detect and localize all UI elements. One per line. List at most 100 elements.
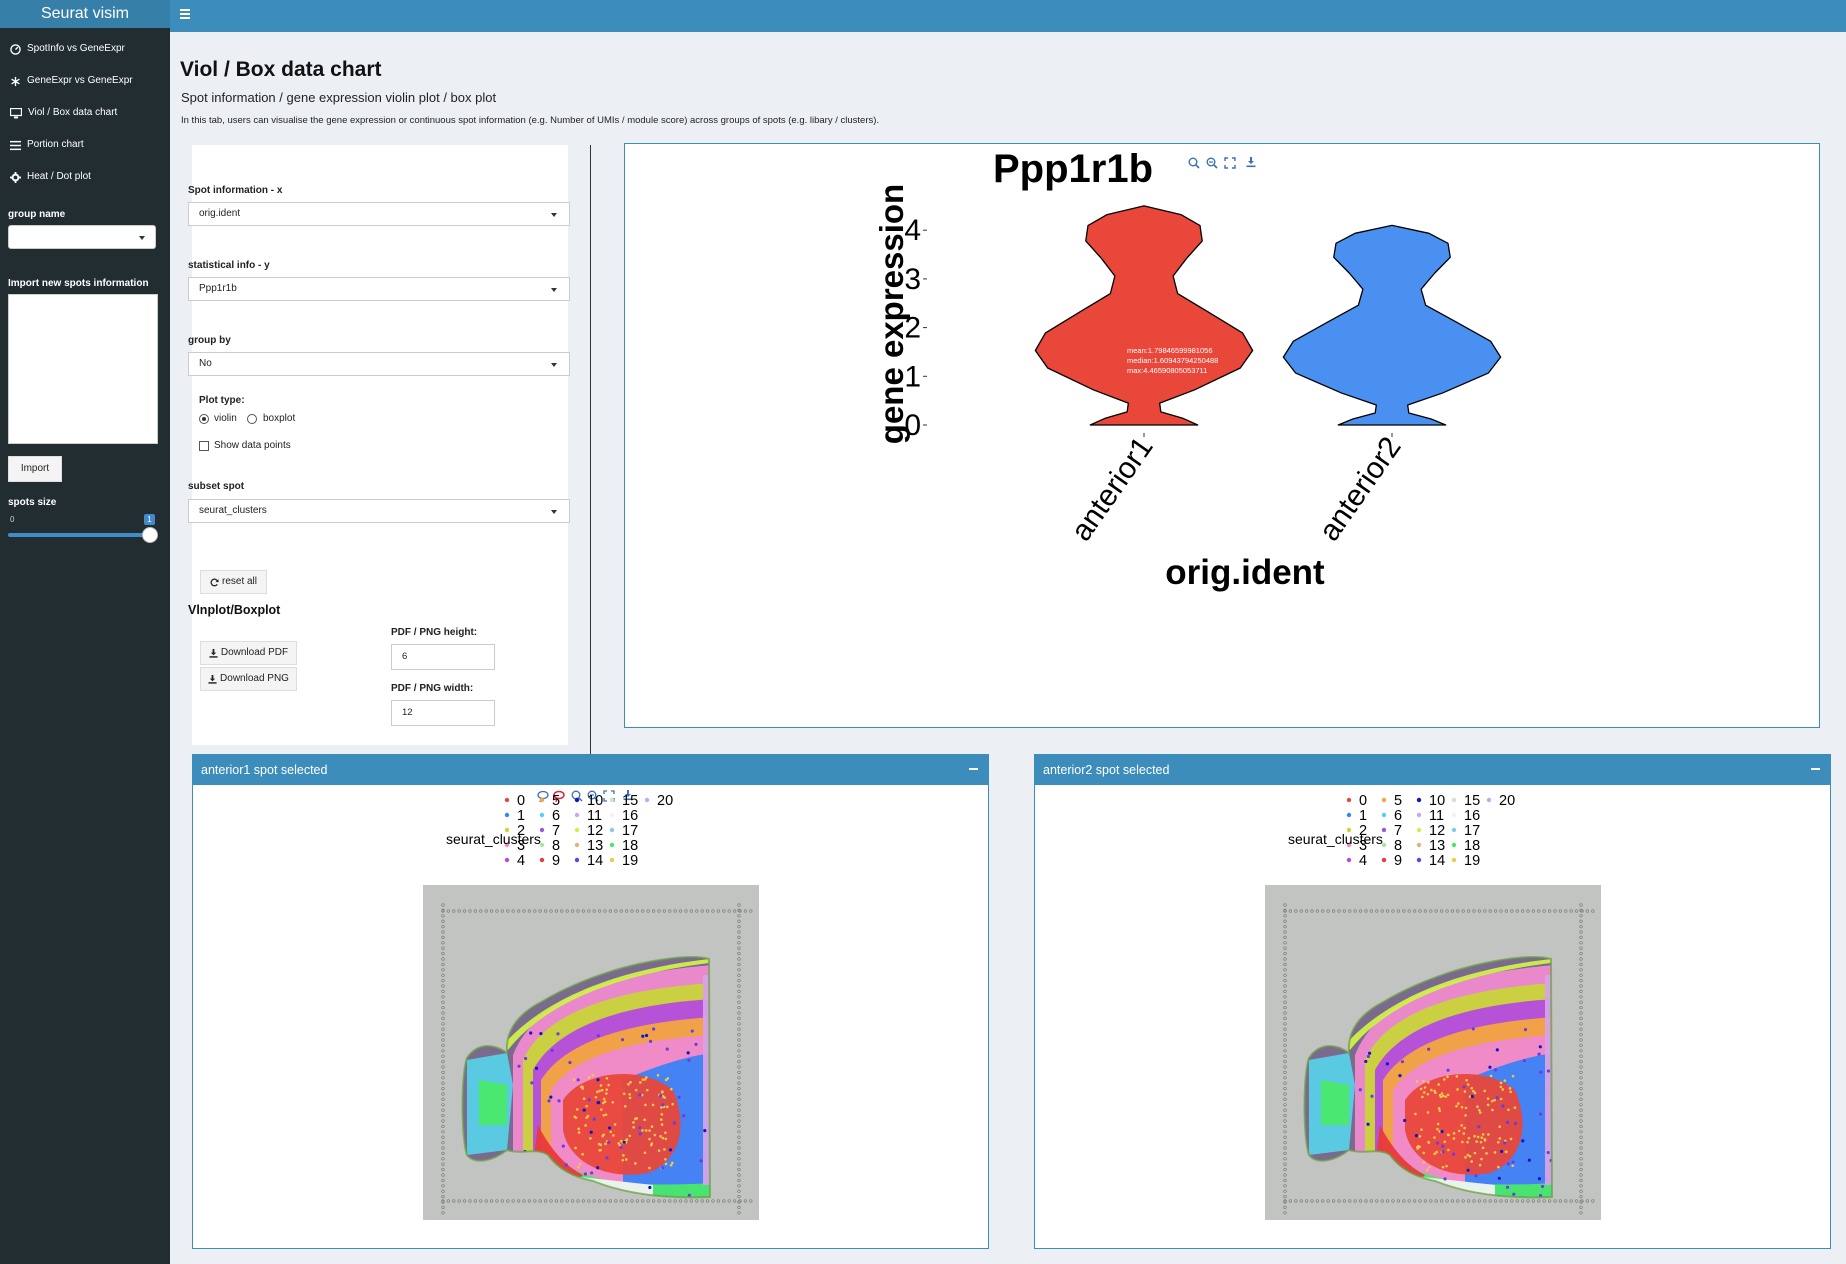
- legend-label[interactable]: 20: [1499, 793, 1515, 809]
- autoscale-icon[interactable]: [603, 790, 615, 802]
- sidebar-item-viol-box-chart[interactable]: Viol / Box data chart: [0, 98, 170, 128]
- spot: [648, 1166, 651, 1170]
- legend-label[interactable]: 6: [1394, 808, 1402, 824]
- download-pdf-button[interactable]: Download PDF: [200, 641, 297, 665]
- slider-track[interactable]: [8, 533, 150, 537]
- import-button[interactable]: Import: [8, 456, 62, 482]
- group-by-select[interactable]: No: [188, 352, 570, 376]
- legend-label[interactable]: 12: [1429, 823, 1445, 839]
- violin-anterior1[interactable]: [1034, 205, 1254, 426]
- legend-label[interactable]: 15: [622, 793, 638, 809]
- collapse-icon[interactable]: [969, 768, 978, 770]
- legend-label[interactable]: 17: [622, 823, 638, 839]
- legend-label[interactable]: 7: [552, 823, 560, 839]
- legend-label[interactable]: 9: [1394, 853, 1402, 869]
- lasso-select-active-icon[interactable]: [553, 790, 565, 803]
- subset-spot-select[interactable]: seurat_clusters: [188, 499, 570, 523]
- legend-label[interactable]: 2: [1359, 823, 1367, 839]
- legend-label[interactable]: 17: [1464, 823, 1480, 839]
- legend-label[interactable]: 5: [1394, 793, 1402, 809]
- legend-label[interactable]: 0: [517, 793, 525, 809]
- legend-label[interactable]: 6: [552, 808, 560, 824]
- download-plot-icon[interactable]: [1246, 157, 1256, 168]
- spot: [617, 1142, 620, 1145]
- sidebar-item-geneexpr-vs-geneexpr[interactable]: GeneExpr vs GeneExpr: [0, 66, 170, 96]
- import-spots-textarea[interactable]: [8, 294, 158, 444]
- legend-label[interactable]: 12: [587, 823, 603, 839]
- legend-label[interactable]: 11: [587, 808, 602, 824]
- spot: [1456, 1088, 1459, 1091]
- spot: [652, 1027, 656, 1031]
- legend-label[interactable]: 10: [587, 793, 603, 809]
- reset-all-button[interactable]: reset all: [200, 570, 267, 594]
- spot: [590, 1171, 594, 1175]
- spot: [641, 1034, 645, 1038]
- violin-anterior2[interactable]: [1282, 224, 1502, 426]
- legend-label[interactable]: 13: [587, 838, 603, 854]
- width-input[interactable]: 12: [391, 700, 495, 726]
- legend-label[interactable]: 10: [1429, 793, 1445, 809]
- chevron-down-icon: [551, 363, 557, 367]
- spot: [1445, 1164, 1448, 1168]
- autoscale-icon[interactable]: [1224, 157, 1236, 169]
- stat-info-select[interactable]: Ppp1r1b: [188, 277, 570, 301]
- spot: [517, 1064, 521, 1068]
- height-input[interactable]: 6: [391, 644, 495, 670]
- spot: [1437, 1083, 1441, 1086]
- group-name-select[interactable]: [8, 225, 156, 249]
- legend-label[interactable]: 16: [622, 808, 638, 824]
- legend-label[interactable]: 8: [552, 838, 560, 854]
- spot: [596, 1078, 600, 1082]
- legend-label[interactable]: 19: [622, 853, 638, 869]
- legend-label[interactable]: 16: [1464, 808, 1480, 824]
- spot: [1452, 1132, 1456, 1135]
- legend-label[interactable]: 18: [622, 838, 638, 854]
- legend-label[interactable]: 3: [1359, 838, 1367, 854]
- show-points-checkbox[interactable]: [199, 441, 209, 451]
- radio-violin[interactable]: [199, 414, 209, 424]
- radio-boxplot[interactable]: [247, 414, 257, 424]
- legend-label[interactable]: 4: [1359, 853, 1367, 869]
- spot-info-select[interactable]: orig.ident: [188, 202, 570, 226]
- legend-label[interactable]: 7: [1394, 823, 1402, 839]
- legend-label[interactable]: 8: [1394, 838, 1402, 854]
- spot: [539, 1032, 543, 1036]
- legend-label[interactable]: 20: [657, 793, 673, 809]
- legend-label[interactable]: 14: [587, 853, 603, 869]
- zoom-in-icon[interactable]: [1188, 157, 1200, 169]
- legend-label[interactable]: 15: [1464, 793, 1480, 809]
- slider-handle[interactable]: [142, 527, 158, 543]
- sidebar-item-portion-chart[interactable]: Portion chart: [0, 130, 170, 160]
- zoom-out-icon[interactable]: [587, 790, 599, 802]
- spot: [1509, 1090, 1512, 1094]
- sidebar-item-heat-dot-plot[interactable]: Heat / Dot plot: [0, 162, 170, 192]
- legend-label[interactable]: 0: [1359, 793, 1367, 809]
- legend-label[interactable]: 9: [552, 853, 560, 869]
- hamburger-menu-icon[interactable]: [178, 6, 194, 22]
- legend-label[interactable]: 4: [517, 853, 525, 869]
- collapse-icon[interactable]: [1811, 768, 1820, 770]
- spot: [661, 1103, 665, 1107]
- spot: [577, 1127, 581, 1131]
- legend-label[interactable]: 1: [1359, 808, 1367, 824]
- legend-label[interactable]: 3: [517, 838, 525, 854]
- spot: [1483, 1138, 1487, 1141]
- legend-label[interactable]: 11: [1429, 808, 1444, 824]
- legend-label[interactable]: 1: [517, 808, 525, 824]
- download-png-button[interactable]: Download PNG: [200, 667, 297, 691]
- legend-label[interactable]: 14: [1429, 853, 1445, 869]
- hover-tooltip: mean:1.79846599981056 median:1.609437942…: [1127, 346, 1218, 375]
- zoom-out-icon[interactable]: [1206, 157, 1218, 169]
- spot: [534, 1066, 539, 1070]
- legend-label[interactable]: 13: [1429, 838, 1445, 854]
- legend-label[interactable]: 18: [1464, 838, 1480, 854]
- legend-label[interactable]: 2: [517, 823, 525, 839]
- download-plot-icon[interactable]: [623, 790, 633, 801]
- legend-label[interactable]: 19: [1464, 853, 1480, 869]
- y-tick-label: 2: [904, 312, 921, 345]
- sidebar-item-spotinfo-vs-geneexpr[interactable]: SpotInfo vs GeneExpr: [0, 34, 170, 64]
- spot: [638, 1132, 642, 1136]
- spot: [627, 1082, 630, 1086]
- legend-label[interactable]: 5: [552, 793, 560, 809]
